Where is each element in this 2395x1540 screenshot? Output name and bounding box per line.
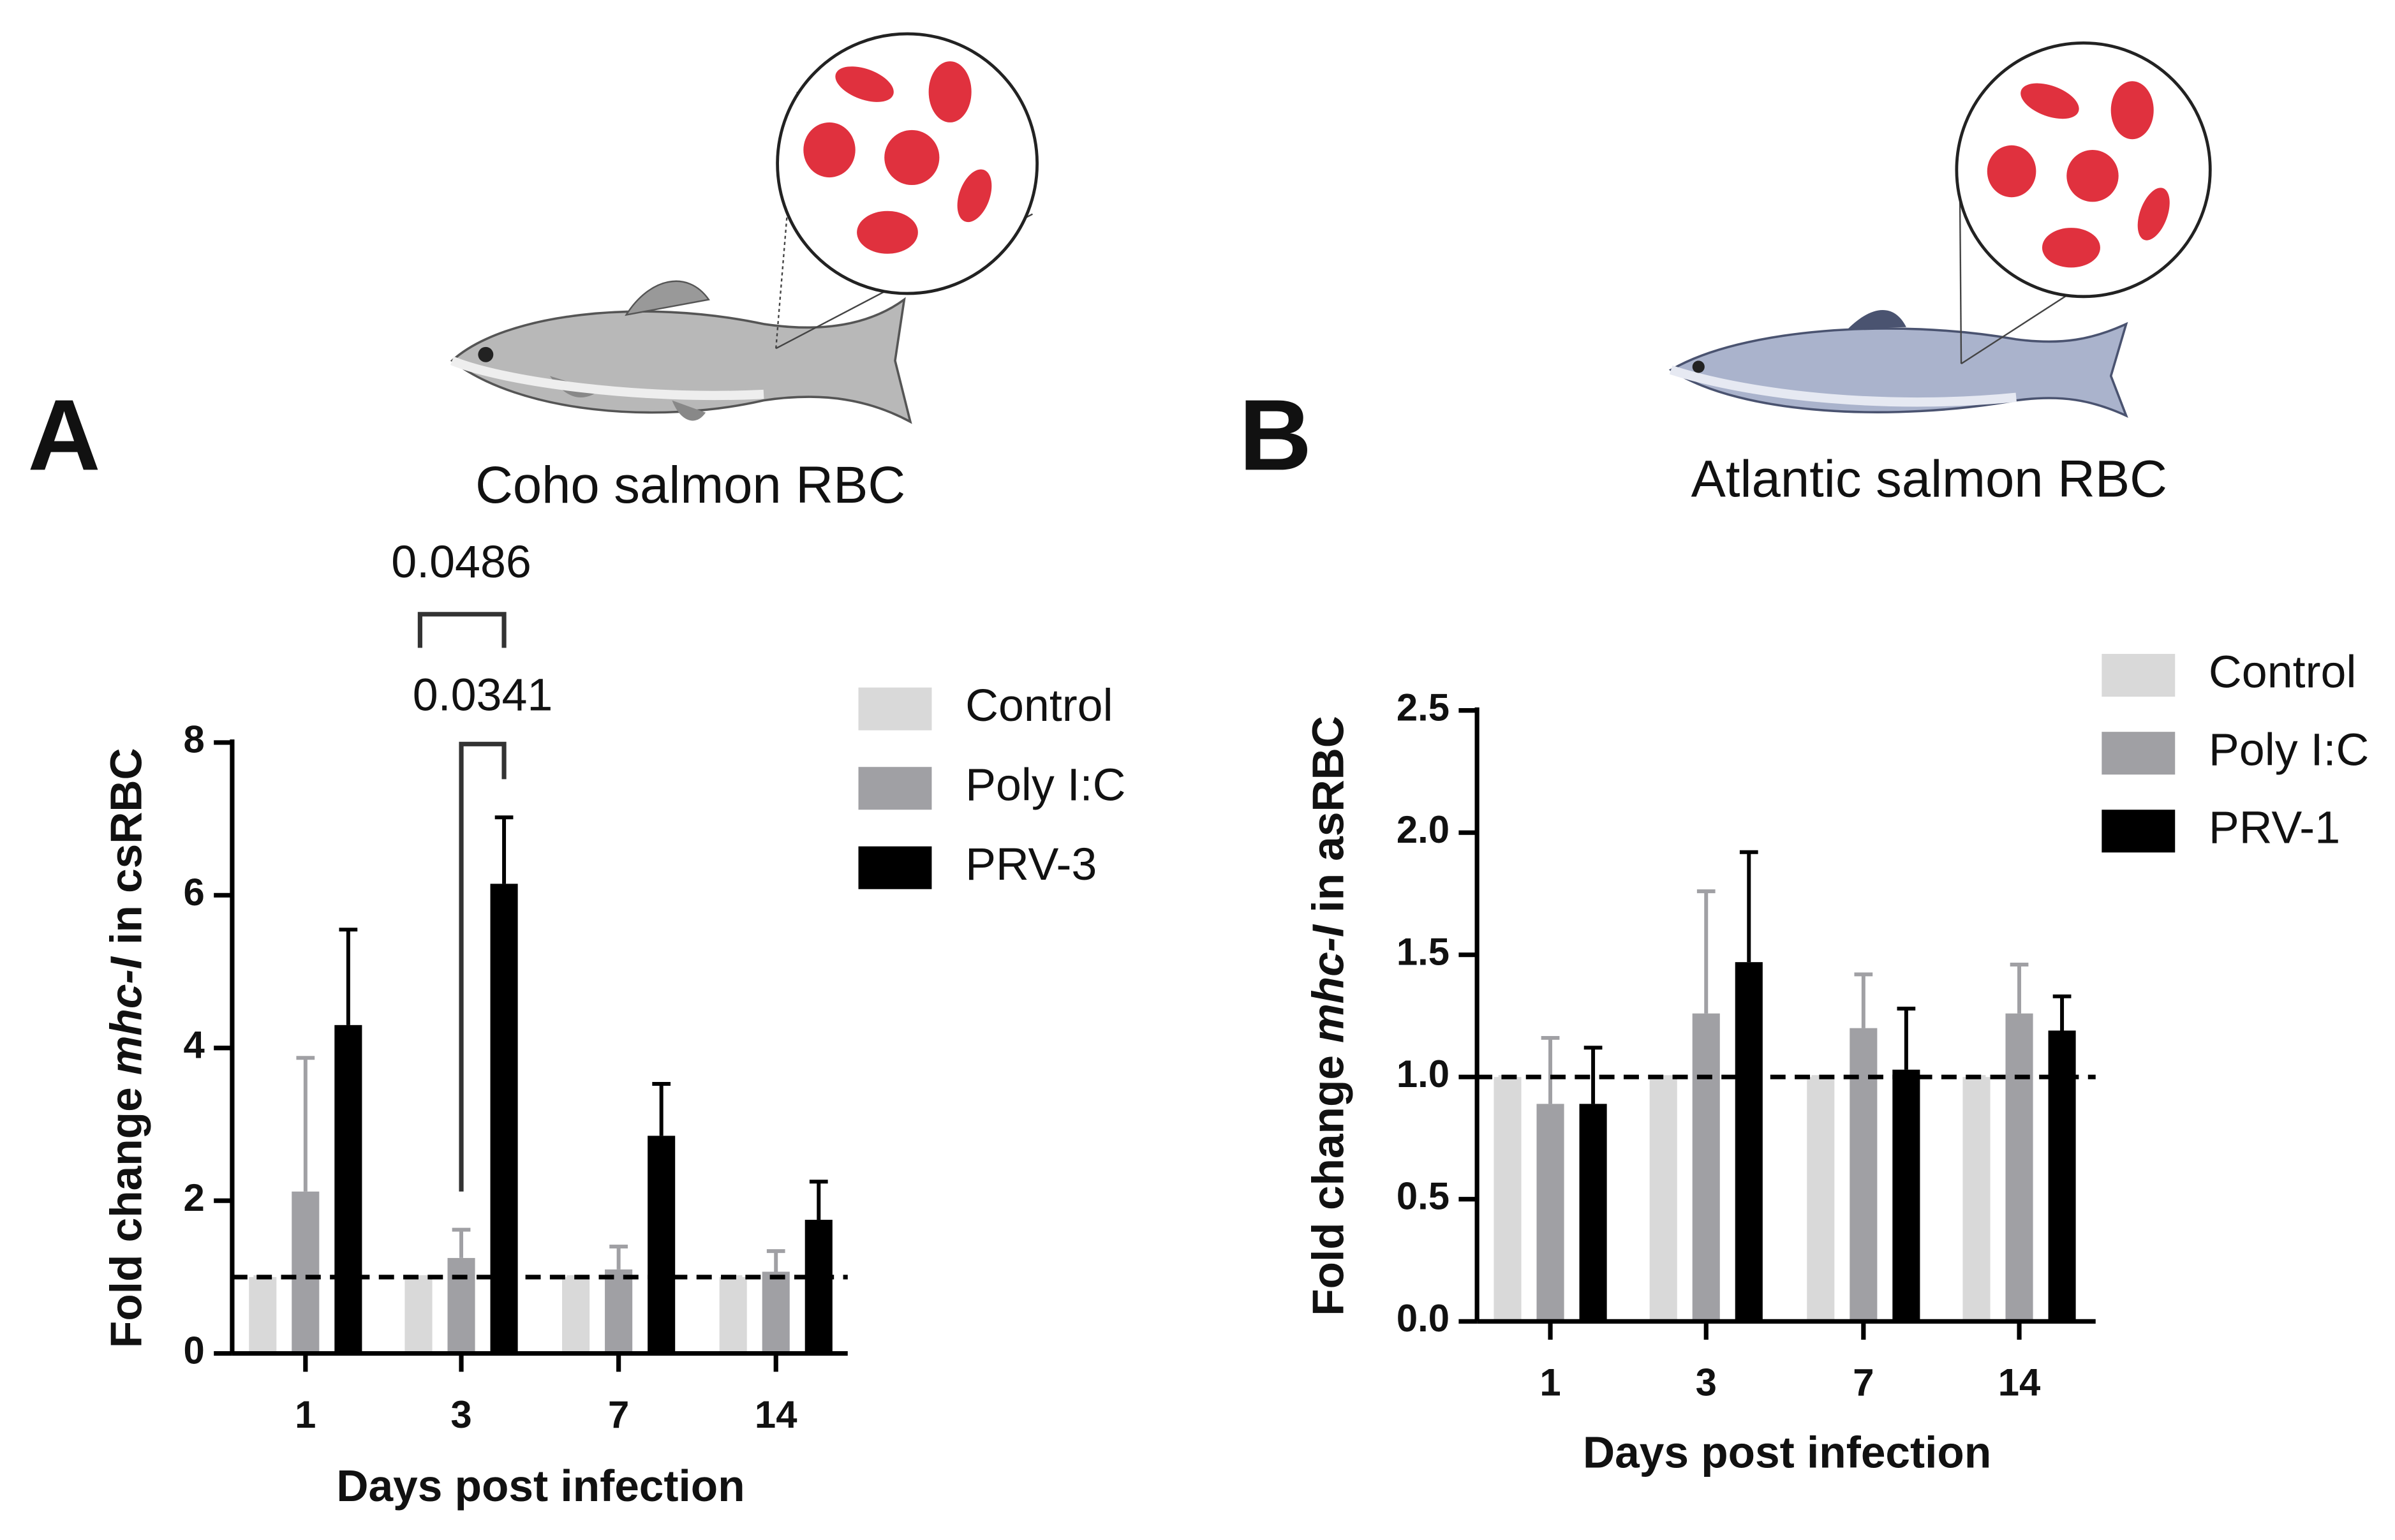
bar [2048, 1030, 2076, 1322]
y-tick-label: 1.5 [1397, 931, 1450, 974]
significance-label: 0.0486 [391, 537, 531, 588]
y-tick-label: 2.0 [1397, 808, 1450, 851]
x-tick-label: 14 [1998, 1361, 2041, 1404]
y-axis-label-part: in csRBC [101, 748, 151, 945]
error-bar [609, 1244, 628, 1270]
error-bar [2052, 994, 2072, 1031]
legend-label: Poly I:C [965, 760, 1125, 811]
bar [805, 1220, 833, 1354]
bar [1892, 1069, 1920, 1322]
bar [648, 1136, 676, 1354]
y-tick-label: 0.0 [1397, 1297, 1450, 1340]
legend-swatch [2102, 732, 2176, 775]
legend-label: PRV-1 [2209, 803, 2340, 854]
bar [562, 1277, 590, 1354]
bar [1579, 1104, 1607, 1322]
bar [1649, 1077, 1677, 1322]
y-tick-label: 6 [184, 871, 205, 914]
legend-label: Poly I:C [2209, 725, 2369, 776]
panel-label: B [1239, 379, 1312, 491]
error-bar [494, 815, 514, 884]
x-tick-label: 3 [1696, 1361, 1717, 1404]
x-tick-label: 7 [1853, 1361, 1874, 1404]
bar [447, 1257, 475, 1354]
x-tick-label: 14 [755, 1393, 797, 1436]
bar [334, 1025, 362, 1354]
bar [2005, 1013, 2033, 1322]
bar [249, 1277, 277, 1354]
chart-title: Atlantic salmon RBC [1691, 450, 2167, 508]
significance-label: 0.0341 [413, 669, 553, 720]
y-axis-label-part: mhc-I [101, 956, 151, 1075]
legend-swatch [858, 767, 932, 810]
bar [490, 884, 518, 1354]
x-tick-label: 1 [295, 1393, 316, 1436]
legend-swatch [858, 846, 932, 889]
error-bar [452, 1227, 471, 1258]
y-axis-label-part: Fold change [101, 1087, 151, 1348]
error-bar [1854, 972, 1873, 1028]
bar [1536, 1104, 1564, 1322]
y-axis-label: Fold change mhc-I in asRBC [1303, 716, 1353, 1316]
error-bar [2010, 963, 2029, 1014]
error-bar [766, 1249, 785, 1272]
error-bar [1541, 1035, 1560, 1104]
y-tick-label: 4 [184, 1024, 205, 1067]
x-tick-label: 3 [450, 1393, 471, 1436]
y-axis-label-part: Fold change [1303, 1055, 1353, 1316]
y-axis-label-part: mhc-I [1303, 924, 1353, 1043]
legend-swatch [2102, 810, 2176, 853]
error-bar [652, 1082, 671, 1136]
bar [292, 1191, 320, 1354]
bar [404, 1277, 433, 1354]
error-bar [1739, 850, 1758, 963]
error-bar [1696, 889, 1716, 1014]
error-bar [1583, 1046, 1603, 1104]
bar [605, 1269, 633, 1354]
bar [719, 1277, 747, 1354]
legend-swatch [2102, 654, 2176, 697]
error-bar [1897, 1006, 1916, 1070]
x-tick-label: 7 [608, 1393, 629, 1436]
chart-title: Coho salmon RBC [475, 456, 905, 514]
legend-label: PRV-3 [965, 839, 1097, 890]
legend-label: Control [965, 680, 1113, 731]
coho-salmon-illustration [450, 32, 1039, 424]
x-tick-label: 1 [1539, 1361, 1561, 1404]
x-axis-label: Days post infection [1583, 1427, 1991, 1477]
bar [1735, 962, 1763, 1322]
y-tick-label: 2.5 [1397, 686, 1450, 729]
y-tick-label: 0.5 [1397, 1175, 1450, 1218]
atlantic-salmon-illustration [1668, 41, 2212, 418]
y-tick-label: 1.0 [1397, 1053, 1450, 1095]
y-tick-label: 8 [184, 718, 205, 761]
error-bar [296, 1056, 315, 1192]
legend-swatch [858, 687, 932, 730]
error-bar [809, 1180, 828, 1220]
significance-bracket [417, 612, 507, 648]
legend-label: Control [2209, 647, 2357, 698]
y-axis-label: Fold change mhc-I in csRBC [101, 748, 151, 1348]
bar [762, 1271, 790, 1354]
significance-bracket [459, 741, 507, 1192]
bar [1807, 1077, 1835, 1322]
y-tick-label: 0 [184, 1329, 205, 1372]
y-axis-label-part: in asRBC [1303, 716, 1353, 913]
bar [1494, 1077, 1522, 1322]
bar [1850, 1028, 1878, 1322]
error-bar [339, 928, 358, 1025]
x-axis-label: Days post infection [336, 1461, 745, 1511]
bar [1692, 1013, 1720, 1322]
y-tick-label: 2 [184, 1176, 205, 1219]
bar [1962, 1077, 1991, 1322]
panel-label: A [27, 379, 100, 491]
